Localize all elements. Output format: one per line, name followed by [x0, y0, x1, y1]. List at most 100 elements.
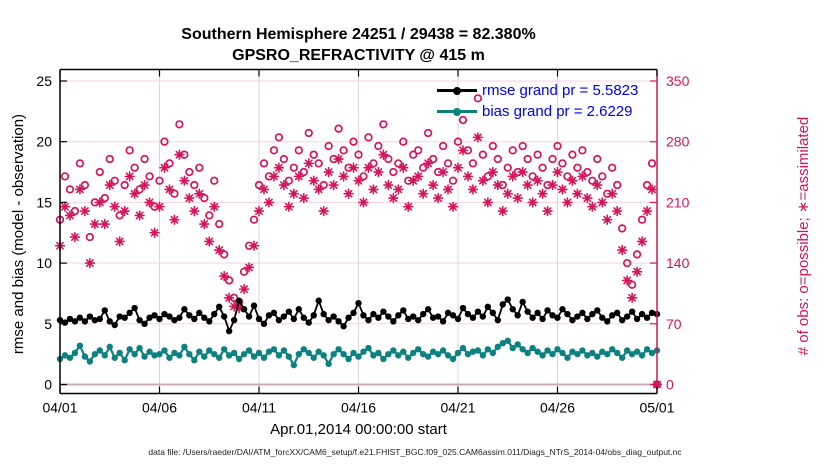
assimilated-point — [94, 197, 105, 208]
bias-point — [260, 354, 268, 361]
rmse-point — [240, 306, 248, 313]
rmse-point — [265, 312, 273, 319]
bias-point — [91, 350, 99, 358]
bias-point — [633, 348, 641, 355]
bias-point — [335, 346, 342, 353]
left-tick-label: 15 — [36, 194, 52, 210]
bias-point — [514, 341, 521, 348]
rmse-point — [146, 314, 153, 321]
bias-point — [166, 354, 173, 361]
rmse-point — [335, 318, 342, 325]
assimilated-point — [542, 205, 553, 217]
bias-point — [405, 354, 412, 361]
rmse-point — [81, 318, 89, 325]
left-tick-label: 10 — [36, 255, 52, 271]
rmse-point — [633, 315, 641, 323]
possible-point — [95, 167, 104, 177]
possible-point — [438, 141, 448, 151]
bias-point — [419, 350, 427, 358]
assimilated-point — [552, 166, 563, 178]
bias-point — [534, 348, 541, 355]
bias-point — [549, 350, 556, 358]
rmse-point — [499, 301, 506, 308]
possible-point — [468, 159, 478, 168]
bias-point — [126, 346, 133, 353]
rmse-point — [509, 306, 516, 313]
left-axis-label: rmse and bias (model - observation) — [10, 113, 27, 355]
rmse-point — [380, 308, 387, 315]
bias-point — [66, 354, 74, 361]
assimilated-point — [422, 158, 434, 169]
possible-point — [642, 180, 652, 190]
assimilated-point — [358, 197, 369, 208]
bias-point — [206, 347, 213, 354]
rmse-point — [643, 314, 651, 321]
assimilated-point — [547, 179, 558, 191]
possible-point — [369, 159, 378, 168]
rmse-point — [141, 320, 148, 327]
assimilated-point — [59, 201, 71, 212]
bias-point — [295, 350, 302, 358]
possible-point — [195, 163, 204, 172]
assimilated-point — [482, 197, 494, 208]
rmse-point — [618, 316, 626, 324]
possible-point — [533, 150, 542, 159]
rmse-point — [539, 315, 546, 323]
assimilated-point — [457, 145, 469, 156]
rmse-point — [375, 314, 382, 321]
assimilated-point — [308, 175, 319, 186]
assimilated-point — [597, 197, 608, 208]
bias-point — [86, 358, 94, 365]
bias-point — [579, 347, 586, 354]
right-tick-label: 140 — [666, 255, 690, 271]
bias-point — [305, 349, 312, 357]
assimilated-point — [427, 179, 439, 191]
bias-point — [415, 346, 422, 353]
bias-point — [569, 348, 576, 355]
possible-point — [165, 159, 174, 168]
possible-point — [75, 159, 85, 168]
assimilated-point — [378, 149, 389, 160]
assimilated-point — [323, 166, 334, 178]
right-tick-label: 0 — [666, 377, 674, 393]
bias-point — [564, 354, 571, 361]
assimilated-point — [268, 171, 280, 182]
rmse-point — [250, 302, 258, 309]
possible-point — [528, 172, 537, 181]
rmse-point — [131, 304, 138, 312]
assimilated-point — [462, 171, 474, 182]
assimilated-point — [278, 179, 290, 191]
bias-point — [320, 352, 327, 359]
rmse-point — [554, 314, 561, 321]
possible-point — [155, 176, 164, 185]
bias-point — [434, 350, 442, 358]
bias-point — [544, 347, 551, 354]
rmse-point — [594, 307, 601, 314]
assimilated-point — [517, 166, 528, 178]
bias-point — [310, 354, 317, 361]
assimilated-point — [328, 179, 339, 191]
assimilated-point — [631, 266, 643, 277]
bias-point — [390, 347, 397, 354]
assimilated-point — [84, 257, 96, 269]
possible-point — [523, 154, 532, 164]
rmse-point — [116, 313, 123, 320]
possible-point — [424, 128, 433, 138]
left-tick-label: 5 — [44, 316, 52, 332]
possible-point — [80, 180, 90, 190]
possible-point — [588, 176, 597, 185]
bias-point — [216, 354, 223, 361]
possible-point — [578, 146, 587, 155]
possible-point — [558, 159, 567, 168]
left-tick-label: 25 — [36, 73, 52, 89]
bias-point — [474, 347, 482, 354]
bias-point — [449, 355, 457, 363]
rmse-point — [206, 318, 213, 325]
possible-point — [563, 172, 572, 181]
bias-point — [400, 348, 407, 355]
legend-label-rmse: rmse grand pr = 5.5823 — [482, 82, 639, 99]
rmse-point — [161, 310, 168, 318]
possible-point — [125, 146, 134, 155]
rmse-point — [484, 303, 492, 311]
rmse-point — [494, 316, 501, 324]
